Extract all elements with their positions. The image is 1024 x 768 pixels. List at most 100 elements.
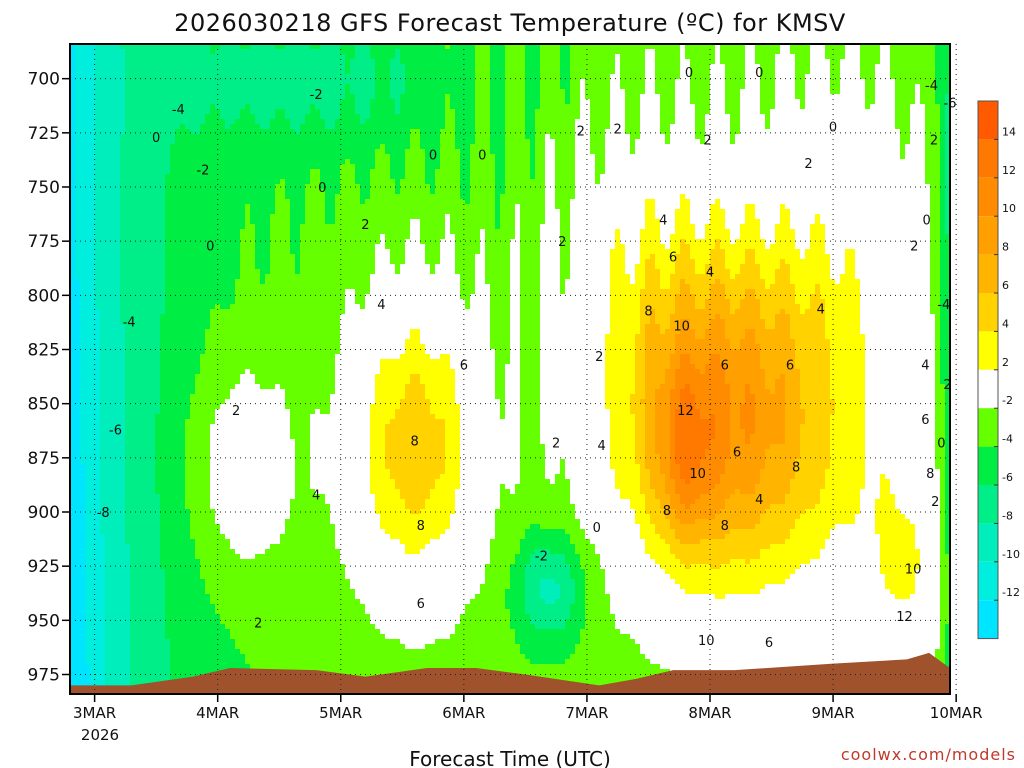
contour-label: 4 (817, 302, 825, 317)
y-axis: 700 725 750 775 800 825 850 875 900 925 950 975 (28, 70, 70, 686)
terrain (70, 652, 950, 694)
x-tick-label: 9MAR (811, 704, 854, 722)
contour-label: 6 (669, 250, 677, 265)
contour-label: 0 (922, 214, 930, 229)
chart-title: 2026030218 GFS Forecast Temperature (ºC)… (174, 9, 846, 37)
contour-label: 8 (926, 467, 934, 482)
contour-label: 10 (698, 634, 715, 649)
colorbar-label: -2 (1002, 394, 1013, 407)
colorbar-segment (978, 446, 998, 485)
colorbar-label: -6 (1002, 471, 1013, 484)
contour-label: 2 (254, 617, 262, 632)
contour-label: 6 (417, 597, 425, 612)
y-tick-label: 950 (28, 611, 60, 631)
y-tick-label: 800 (28, 286, 60, 306)
contour-label: -6 (109, 424, 122, 439)
contour-label: 8 (721, 519, 729, 534)
colorbar-label: 4 (1002, 317, 1009, 330)
y-tick-label: 850 (28, 395, 60, 415)
contour-label: 6 (765, 636, 773, 651)
contour-label: 4 (755, 493, 763, 508)
contour-label: 10 (673, 320, 690, 335)
contour-label: 2 (595, 350, 603, 365)
y-tick-label: 825 (28, 341, 60, 361)
colorbar-label: 2 (1002, 356, 1009, 369)
contour-label: 4 (312, 489, 320, 504)
x-tick-label: 5MAR (319, 704, 362, 722)
contour-label: 6 (786, 359, 794, 374)
colorbar-label: 12 (1002, 164, 1016, 177)
contour-label: 0 (318, 181, 326, 196)
x-tick-label: 7MAR (565, 704, 608, 722)
colorbar-segment (978, 485, 998, 524)
contour-label: 2 (558, 235, 566, 250)
contour-label: 4 (706, 266, 714, 281)
colorbar-segment (978, 369, 998, 409)
contour-label: 2 (232, 404, 240, 419)
contour-label: 2 (577, 125, 585, 140)
contour-label: 0 (685, 66, 693, 81)
contour-label: -2 (535, 549, 548, 564)
colorbar-label: 6 (1002, 279, 1009, 292)
contour-label: 0 (478, 149, 486, 164)
colorbar-segment (978, 254, 998, 293)
contour-label: 4 (921, 359, 929, 374)
contour-label: 10 (689, 467, 706, 482)
colorbar-label: -4 (1002, 433, 1013, 446)
contour-label: 8 (792, 461, 800, 476)
contour-label: 2 (703, 133, 711, 148)
contour-label: 0 (829, 120, 837, 135)
x-tick-label: 3MAR (73, 704, 116, 722)
contour-label: 8 (644, 305, 652, 320)
colorbar-segment (978, 139, 998, 178)
contour-label: -2 (310, 88, 323, 103)
contour-label: -4 (123, 315, 136, 330)
y-tick-label: 750 (28, 178, 60, 198)
colorbar-label: 8 (1002, 241, 1009, 254)
contour-label: -4 (937, 298, 950, 313)
y-tick-label: 775 (28, 232, 60, 252)
colorbar-segment (978, 101, 998, 140)
contour-label: -4 (172, 103, 185, 118)
plot-frame (69, 43, 951, 695)
contour-label: 0 (429, 149, 437, 164)
colorbar-label: -8 (1002, 509, 1013, 522)
contour-label: 8 (663, 504, 671, 519)
colorbar-segment (978, 408, 998, 447)
contour-label: -4 (925, 79, 938, 94)
contour-label: -8 (97, 506, 110, 521)
contour-label: 0 (593, 521, 601, 536)
y-tick-label: 975 (28, 666, 60, 686)
contour-label: 8 (410, 435, 418, 450)
colorbar-label: -10 (1002, 548, 1020, 561)
contour-label: 6 (460, 359, 468, 374)
x-year-label: 2026 (81, 726, 119, 744)
x-axis: 3MAR 4MAR 5MAR 6MAR 7MAR 8MAR 9MAR 10MAR (73, 694, 983, 722)
y-tick-label: 875 (28, 449, 60, 469)
colorbar-segment (978, 561, 998, 601)
contour-label: 2 (361, 218, 369, 233)
contour-label: 2 (930, 133, 938, 148)
contour-label: 2 (931, 495, 939, 510)
y-tick-label: 925 (28, 557, 60, 577)
colorbar-segment (978, 331, 998, 370)
colorbar-label: 14 (1002, 125, 1016, 138)
colorbar-segment (978, 523, 998, 562)
contour-label: 6 (921, 413, 929, 428)
contour-label: 0 (206, 240, 214, 255)
contour-label: 2 (943, 378, 951, 393)
contour-label: -2 (196, 164, 209, 179)
contour-label: 6 (721, 359, 729, 374)
contour-label: 10 (905, 562, 922, 577)
gridlines (70, 44, 957, 694)
colorbar-label: 10 (1002, 202, 1016, 215)
contour-label: 2 (804, 157, 812, 172)
temperature-field (70, 44, 950, 694)
credit-text: coolwx.com/models (841, 745, 1016, 764)
contour-label: 0 (937, 437, 945, 452)
colorbar-label: -12 (1002, 586, 1020, 599)
colorbar-segment (978, 177, 998, 217)
colorbar-segment (978, 600, 998, 639)
contour-label: 4 (659, 214, 667, 229)
colorbar-segment (978, 293, 998, 332)
